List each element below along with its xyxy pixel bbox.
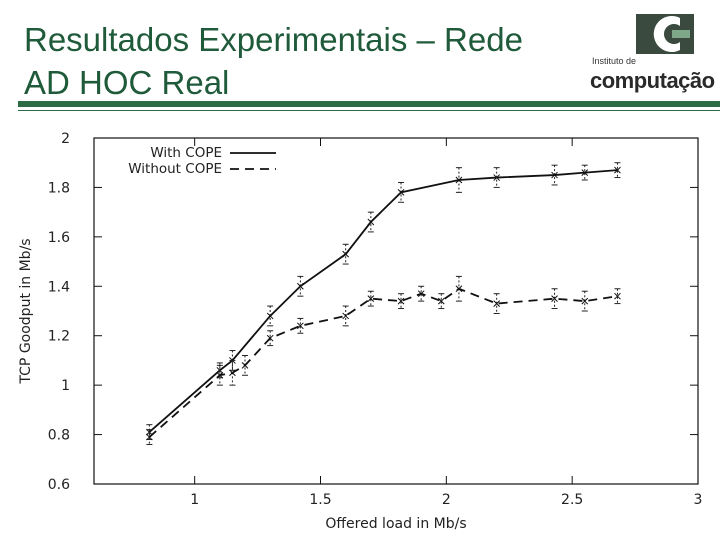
data-point [551, 171, 558, 179]
goodput-chart: 1 1.5 2 2.5 3 0.6 0.8 1 1.2 1.4 1.6 1.8 2 With COPEW… [18, 131, 703, 532]
data-point [342, 312, 350, 320]
data-point [455, 285, 463, 293]
y-tick-label: 1.8 [48, 180, 70, 196]
x-tick-label: 1 [190, 492, 199, 508]
x-tick-label: 2 [442, 492, 451, 508]
data-point [551, 295, 558, 302]
y-tick-label: 1.6 [48, 230, 70, 246]
data-point [581, 169, 589, 176]
logo-emblem-icon [636, 14, 694, 54]
x-tick-label: 1.5 [309, 492, 331, 508]
data-point [437, 297, 445, 305]
data-point [229, 369, 236, 377]
data-point [493, 300, 501, 307]
data-point [266, 312, 274, 320]
data-point [146, 433, 153, 441]
data-point [367, 295, 375, 302]
series-line [148, 287, 618, 438]
slide-title-line-1: Resultados Experimentais – Rede [24, 21, 523, 58]
data-point [367, 218, 375, 226]
x-tick-label: 3 [694, 492, 703, 508]
y-tick-label: 1.2 [48, 329, 70, 345]
title-rule-thin [18, 110, 720, 111]
title-rule [18, 101, 720, 107]
data-point [417, 290, 425, 298]
data-point [397, 297, 405, 305]
y-tick-label: 2 [61, 131, 70, 147]
data-point [241, 362, 249, 369]
data-point [297, 282, 304, 290]
y-tick-label: 1 [61, 378, 70, 394]
x-axis-label: Offered load in Mb/s [325, 516, 466, 532]
institute-logo: Instituto de computação [586, 12, 715, 96]
data-point [614, 292, 621, 300]
data-point [614, 166, 621, 174]
y-tick-label: 1.4 [48, 279, 70, 295]
data-point [216, 371, 224, 379]
data-point [581, 297, 589, 305]
data-point [297, 322, 304, 330]
series-without-cope [146, 275, 621, 445]
data-point [397, 189, 405, 196]
y-tick-label: 0.6 [48, 477, 70, 493]
x-tick-label: 2.5 [561, 492, 583, 508]
slide-title-line-2: AD HOC Real [24, 64, 230, 101]
legend-label: With COPE [150, 145, 222, 161]
data-point [266, 334, 274, 342]
data-point [342, 250, 350, 258]
y-tick-label: 0.8 [48, 428, 70, 444]
plot-area [93, 137, 699, 485]
legend-label: Without COPE [128, 161, 222, 177]
data-point [455, 176, 463, 184]
data-point [493, 174, 501, 181]
slide-title: Resultados Experimentais – Rede AD HOC R… [24, 18, 584, 104]
y-axis-label: TCP Goodput in Mb/s [18, 238, 34, 384]
logo-big-text: computação [590, 68, 715, 93]
series-line [148, 169, 618, 433]
series-with-cope [146, 162, 621, 441]
logo-small-text: Instituto de [592, 56, 637, 66]
